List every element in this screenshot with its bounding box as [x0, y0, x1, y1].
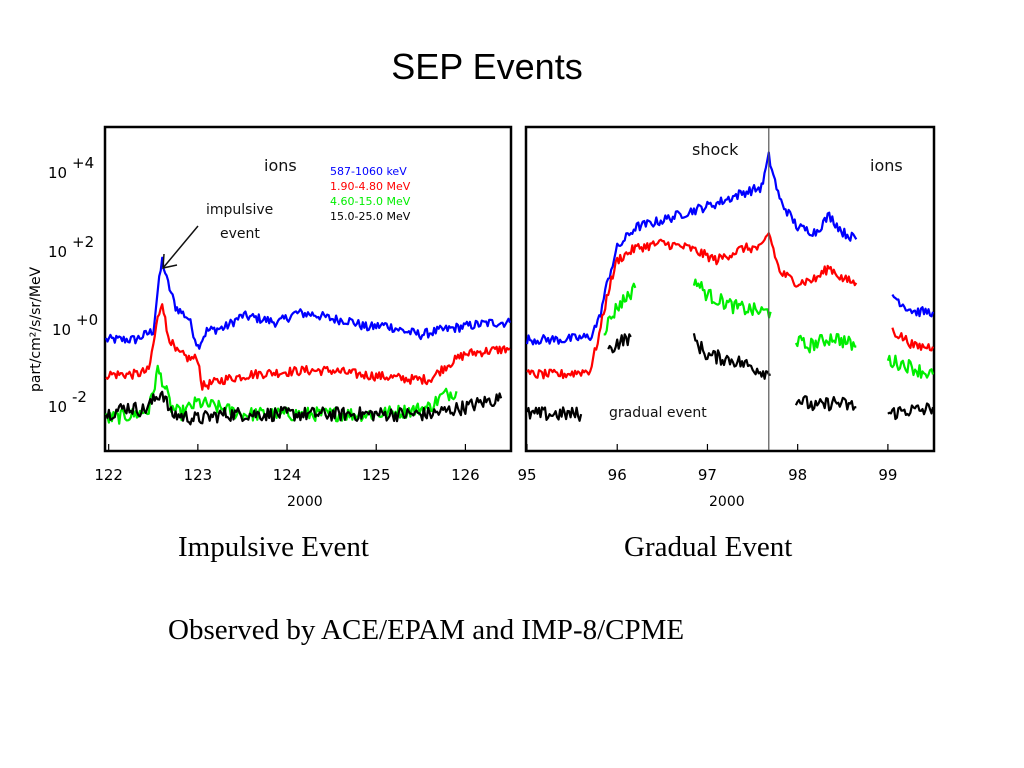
- y-axis-title: part/cm²/s/sr/MeV: [28, 266, 44, 392]
- series-line: [525, 406, 583, 422]
- y-tick-label: 10: [52, 321, 71, 339]
- series-line: [794, 395, 857, 412]
- right-panel-frame: [524, 125, 936, 453]
- impulsive-arrow: [162, 225, 199, 269]
- caption-impulsive: Impulsive Event: [178, 531, 369, 563]
- x-tick-label: 96: [608, 466, 627, 484]
- right-panel-series: [525, 151, 935, 422]
- series-line: [104, 390, 503, 426]
- y-tick-label: +0: [76, 311, 98, 329]
- y-tick-label: -2: [72, 388, 87, 406]
- y-tick-labels: 10 +4 10 +2 10 +0 10 -2: [48, 154, 98, 416]
- legend-entry: 15.0-25.0 MeV: [330, 210, 411, 223]
- y-tick-label: +4: [72, 154, 94, 172]
- legend-entry: 4.60-15.0 MeV: [330, 195, 411, 208]
- x-tick-label: 125: [362, 466, 391, 484]
- x-tick-label: 99: [878, 466, 897, 484]
- series-line: [607, 333, 632, 354]
- ions-label-right: ions: [870, 156, 903, 175]
- x-axis-title-right: 2000: [709, 494, 745, 510]
- x-tick-label: 124: [273, 466, 302, 484]
- left-panel-series: [104, 256, 512, 426]
- x-tick-label: 95: [517, 466, 536, 484]
- x-tick-label: 123: [184, 466, 213, 484]
- legend-entry: 587-1060 keV: [330, 165, 407, 178]
- caption-gradual: Gradual Event: [624, 531, 793, 563]
- series-line: [891, 327, 935, 352]
- impulsive-event-label: impulsive: [206, 202, 273, 218]
- legend-entry: 1.90-4.80 MeV: [330, 180, 411, 193]
- series-line: [794, 333, 857, 354]
- series-line: [526, 232, 858, 380]
- series-line: [603, 282, 637, 336]
- shock-label: shock: [692, 140, 739, 159]
- y-tick-label: +2: [72, 233, 94, 251]
- legend: 587-1060 keV 1.90-4.80 MeV 4.60-15.0 MeV 15…: [330, 165, 411, 223]
- sep-figure: part/cm²/s/sr/MeV 10 +4 10 +2 10 +0 10 -…: [28, 125, 936, 510]
- slide-title: SEP Events: [391, 46, 583, 87]
- x-tick-labels-right: 95 96 97 98 99: [517, 444, 897, 484]
- x-tick-label: 98: [788, 466, 807, 484]
- ions-label-left: ions: [264, 156, 297, 175]
- caption-observed-by: Observed by ACE/EPAM and IMP-8/CPME: [168, 614, 685, 646]
- series-line: [692, 333, 771, 380]
- x-tick-label: 126: [451, 466, 480, 484]
- gradual-event-label: gradual event: [609, 405, 707, 421]
- series-line: [525, 151, 858, 346]
- series-line: [887, 402, 935, 421]
- series-line: [891, 294, 935, 318]
- y-tick-label: 10: [48, 243, 67, 261]
- left-panel-frame: [103, 125, 513, 453]
- series-line: [692, 278, 772, 319]
- x-tick-label: 97: [698, 466, 717, 484]
- x-axis-title-left: 2000: [287, 494, 323, 510]
- series-line: [105, 303, 511, 391]
- impulsive-event-label: event: [220, 226, 260, 242]
- x-tick-label: 122: [94, 466, 123, 484]
- series-line: [886, 354, 935, 379]
- x-tick-labels-left: 122 123 124 125 126: [94, 444, 480, 484]
- y-tick-label: 10: [48, 398, 67, 416]
- series-line: [104, 256, 512, 350]
- y-tick-label: 10: [48, 164, 67, 182]
